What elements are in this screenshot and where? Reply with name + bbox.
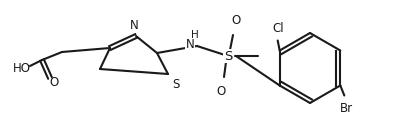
Text: O: O <box>216 85 226 98</box>
Text: N: N <box>186 38 194 52</box>
Text: O: O <box>50 75 58 89</box>
Text: HO: HO <box>13 61 31 75</box>
Text: Br: Br <box>340 101 353 115</box>
Text: S: S <box>172 78 179 91</box>
Text: N: N <box>130 19 138 32</box>
Text: S: S <box>224 50 232 63</box>
Text: Cl: Cl <box>272 21 283 35</box>
Text: H: H <box>191 30 199 40</box>
Text: O: O <box>231 14 241 27</box>
